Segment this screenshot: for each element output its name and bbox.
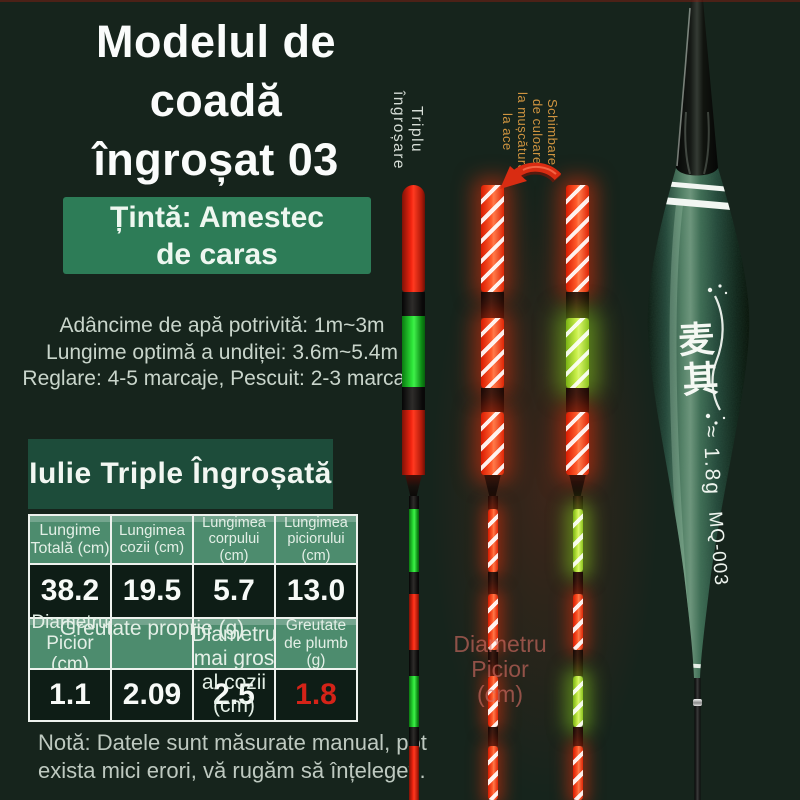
ghost-diametru-label: Diametru Picior (cm) xyxy=(453,631,547,707)
spec-tuning: Reglare: 4-5 marcaje, Pescuit: 2-3 marca… xyxy=(22,367,422,390)
float-tail-led-normal xyxy=(566,185,589,800)
segment-band xyxy=(408,727,419,746)
title-line-2: coadă xyxy=(149,75,283,126)
spec-depth: Adâncime de apă potrivită: 1m~3m xyxy=(59,314,385,337)
value-cell: 38.2 xyxy=(30,565,110,617)
float-tail-unlit xyxy=(402,185,425,800)
segment xyxy=(572,509,583,572)
segment-band xyxy=(487,572,498,594)
segment xyxy=(487,594,498,650)
segment-band xyxy=(487,650,498,676)
brand-dots xyxy=(705,284,728,425)
segment xyxy=(402,316,425,387)
triple-thickened-label: Triplu îngroșare xyxy=(390,90,425,170)
segment xyxy=(402,185,425,292)
title-line-1: Modelul de xyxy=(96,16,336,67)
usage-specs: Adâncime de apă potrivită: 1m~3m Lungime… xyxy=(10,313,434,393)
measurement-note: Notă: Datele sunt măsurate manual, pot e… xyxy=(38,729,428,784)
segment-band xyxy=(566,292,589,318)
title-line-3: îngroșat 03 xyxy=(93,134,339,185)
segment xyxy=(408,509,419,572)
brand-swirl-icon xyxy=(711,295,724,411)
header-cell: Greutate de plumb (g) xyxy=(276,617,356,669)
segment xyxy=(481,318,504,388)
header-cell: Diametru mai gros al cozii (cm) xyxy=(191,619,277,717)
color-change-arrow-icon xyxy=(500,162,561,189)
spec-rod-length: Lungime optimă a undiței: 3.6m~5.4m xyxy=(46,340,398,364)
segment-band xyxy=(572,572,583,594)
segment-band xyxy=(566,388,589,412)
segment xyxy=(572,746,583,800)
segment-cone xyxy=(484,475,501,496)
segment xyxy=(487,676,498,727)
target-banner-line-1: Țintă: Amestec xyxy=(110,200,324,234)
header-cell: Greutate proprie (g) xyxy=(60,617,244,668)
float-antenna xyxy=(676,0,718,182)
segment xyxy=(408,676,419,727)
segment-band xyxy=(572,650,583,676)
segment-band xyxy=(402,387,425,410)
led-glow-haze xyxy=(430,180,660,800)
value-cell: 19.5 xyxy=(112,565,192,617)
segment-band xyxy=(572,727,583,746)
value-cell: 1.8 xyxy=(276,670,356,720)
segment xyxy=(566,412,589,475)
segment xyxy=(572,676,583,727)
segment xyxy=(487,746,498,800)
target-banner-line-2: de caras xyxy=(156,237,278,271)
segment-band xyxy=(572,496,583,509)
segment xyxy=(408,594,419,650)
segment xyxy=(566,318,589,388)
table-title: Iulie Triple Îngroșată xyxy=(28,439,333,509)
float-body-product: 麦 其 ≈ 1.8g MQ-003 xyxy=(647,0,750,800)
segment-cone xyxy=(569,475,586,496)
value-cell: 13.0 xyxy=(276,565,356,617)
segment-band xyxy=(408,572,419,594)
header-cell: Lungimea cozii (cm) xyxy=(112,516,192,563)
value-cell: 2.5 xyxy=(194,670,274,720)
float-weight-text: ≈ 1.8g xyxy=(699,425,724,496)
value-cell: 2.09 xyxy=(112,670,192,720)
segment xyxy=(408,746,419,800)
segment-band xyxy=(481,292,504,318)
note-line-1: Notă: Datele sunt măsurate manual, pot xyxy=(38,730,427,755)
segment-band xyxy=(481,388,504,412)
header-cell: Lungimea corpului (cm) xyxy=(194,515,274,564)
spec-table: Lungime Totală (cm) Lungimea cozii (cm) … xyxy=(28,514,358,722)
header-cell: Diametru Picior (cm) xyxy=(30,611,110,676)
value-cell: 1.1 xyxy=(30,670,110,720)
segment-band xyxy=(402,292,425,316)
stem-ring xyxy=(693,699,702,706)
segment xyxy=(572,594,583,650)
segment xyxy=(487,509,498,572)
value-cell: 5.7 xyxy=(194,565,274,617)
segment-band xyxy=(487,727,498,746)
float-stem xyxy=(694,678,701,800)
svg-text:麦: 麦 xyxy=(677,319,715,362)
segment-band xyxy=(487,496,498,509)
target-banner: Țintă: Amestec de caras xyxy=(63,197,371,274)
segment-band xyxy=(408,650,419,676)
page-title: Modelul de coadă îngroșat 03 xyxy=(20,12,412,189)
segment xyxy=(481,185,504,292)
segment xyxy=(566,185,589,292)
header-cell: Lungimea piciorului (cm) xyxy=(276,515,356,564)
segment xyxy=(481,412,504,475)
header-cell: Lungime Totală (cm) xyxy=(30,516,110,563)
float-tail-led-bite xyxy=(481,185,504,800)
segment-band xyxy=(408,496,419,509)
note-line-2: exista mici erori, vă rugăm să înțelegeț… xyxy=(38,757,426,783)
color-change-label: Schimbare de culoare la mușcătura la ace xyxy=(500,91,560,173)
segment-cone xyxy=(405,475,422,496)
segment xyxy=(402,410,425,475)
